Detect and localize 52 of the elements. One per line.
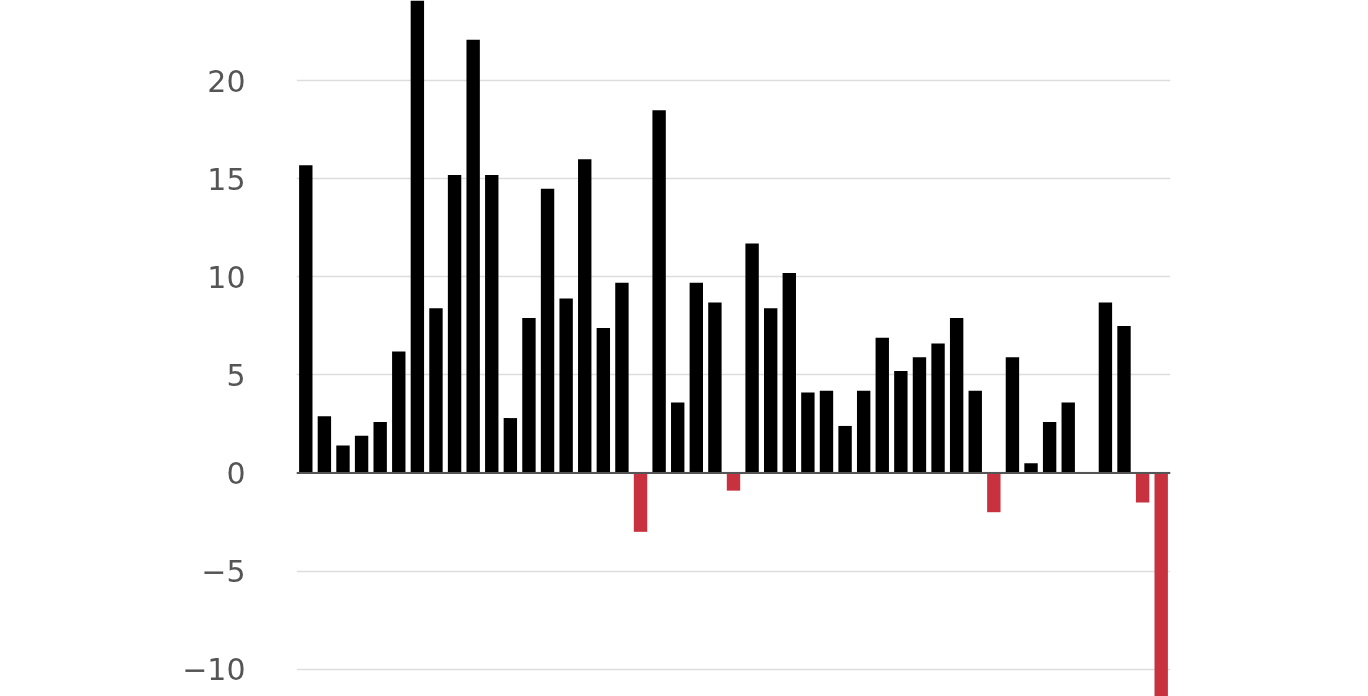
bar (856, 390, 871, 473)
bar (299, 165, 313, 473)
bar (949, 318, 964, 473)
bar (912, 357, 927, 473)
bar (336, 445, 350, 473)
bar (633, 473, 648, 532)
bar (354, 435, 369, 473)
bar (578, 159, 592, 473)
bar (764, 308, 778, 473)
y-tick-label: 10 (207, 259, 246, 295)
bar (931, 343, 945, 473)
y-tick-label: 5 (226, 357, 246, 393)
y-tick-label: 15 (207, 161, 246, 197)
bar (819, 390, 834, 473)
bar (392, 351, 406, 473)
bar (782, 273, 796, 473)
bar (596, 327, 611, 473)
bar (689, 282, 703, 473)
bar (875, 337, 889, 473)
y-tick-label: 20 (207, 63, 246, 99)
y-tick-label: 0 (226, 456, 246, 491)
y-tick-label: −5 (201, 554, 246, 590)
bar (373, 422, 387, 473)
bar (1154, 473, 1168, 696)
bar (615, 282, 629, 473)
y-tick-label: −10 (182, 652, 246, 688)
bar (559, 298, 573, 473)
bar (987, 473, 1001, 513)
bar (671, 402, 685, 473)
bar (540, 188, 555, 473)
bar (485, 174, 499, 473)
bar (894, 371, 908, 473)
bar (1061, 402, 1075, 473)
bar (503, 418, 518, 473)
bar (1117, 325, 1131, 473)
bar (652, 110, 666, 473)
bar (801, 392, 815, 473)
bar (968, 390, 982, 473)
bar (1098, 302, 1113, 473)
bar (745, 243, 759, 473)
bar (429, 308, 443, 473)
bar (317, 416, 332, 473)
bar (708, 302, 722, 473)
bar (726, 473, 741, 491)
bar (1135, 473, 1150, 503)
bar (838, 425, 852, 473)
bar (466, 39, 480, 473)
bar (410, 0, 425, 473)
bar (447, 174, 462, 473)
bar (1042, 422, 1057, 473)
bar (522, 318, 536, 473)
bar (1005, 357, 1020, 473)
